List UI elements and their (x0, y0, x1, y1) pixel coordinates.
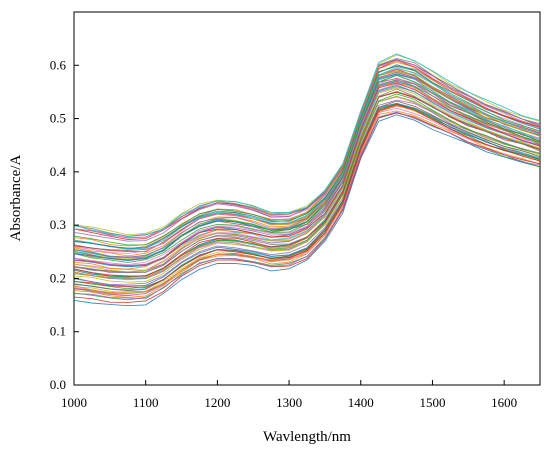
spectrum-line (73, 103, 541, 288)
spectrum-line (73, 107, 541, 296)
spectrum-line (73, 54, 541, 236)
x-tick-label: 1600 (491, 395, 517, 410)
x-tick-label: 1400 (348, 395, 374, 410)
spectrum-line (73, 53, 541, 237)
spectrum-line (73, 114, 541, 307)
spectrum-line (73, 60, 541, 238)
y-tick-label: 0.3 (50, 217, 66, 232)
x-axis: 1000 1100 1200 1300 1400 1500 1600 (61, 380, 517, 410)
spectrum-line (73, 112, 541, 303)
x-tick-label: 1000 (61, 395, 87, 410)
spectrum-line (73, 88, 541, 274)
spectrum-line (73, 104, 541, 294)
y-axis-label: Absorbance/A (8, 155, 24, 242)
spectrum-line (73, 70, 541, 251)
spectrum-line (73, 77, 541, 266)
spectrum-line (73, 65, 541, 246)
y-tick-label: 0.5 (50, 111, 66, 126)
spectrum-line (73, 64, 541, 249)
spectrum-line (73, 81, 541, 270)
y-axis: 0.0 0.1 0.2 0.3 0.4 0.5 0.6 (50, 57, 79, 392)
spectrum-line (73, 103, 541, 290)
spectrum-line (73, 99, 541, 286)
y-tick-label: 0.6 (50, 57, 67, 72)
y-tick-label: 0.1 (50, 324, 66, 339)
spectrum-line (73, 87, 541, 273)
x-tick-label: 1100 (133, 395, 159, 410)
spectrum-line (73, 72, 541, 258)
series-layer (73, 53, 541, 307)
x-tick-label: 1500 (419, 395, 445, 410)
x-axis-label: Wavlength/nm (263, 429, 351, 445)
spectrum-line (73, 102, 541, 287)
x-tick-label: 1300 (276, 395, 302, 410)
y-tick-label: 0.2 (50, 270, 66, 285)
x-tick-label: 1200 (204, 395, 230, 410)
spectrum-line (73, 79, 541, 266)
spectrum-line (73, 67, 541, 250)
plot-frame (73, 11, 541, 386)
spectrum-line (73, 103, 541, 291)
y-tick-label: 0.0 (50, 377, 66, 392)
spectrum-line (73, 111, 541, 300)
spectrum-line (73, 91, 541, 277)
y-tick-label: 0.4 (50, 164, 67, 179)
spectrum-line (73, 100, 541, 292)
